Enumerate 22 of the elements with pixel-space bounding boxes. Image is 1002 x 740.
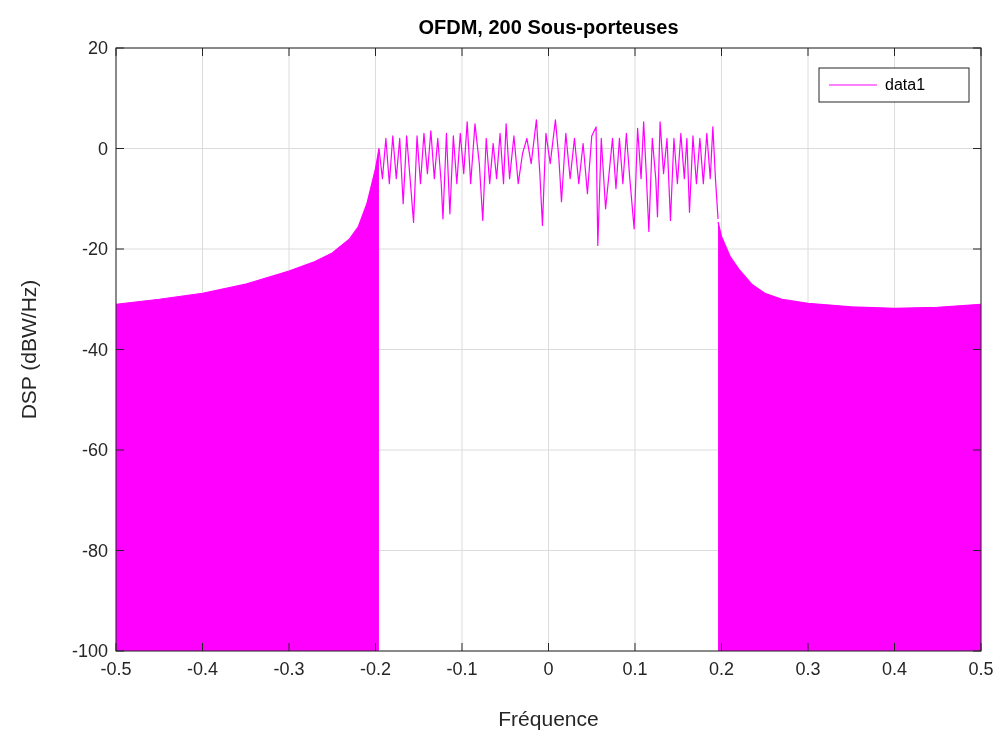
y-tick-label: -20 bbox=[81, 239, 108, 259]
x-tick-label: -0.4 bbox=[186, 659, 219, 679]
x-tick-label: -0.2 bbox=[359, 659, 392, 679]
x-tick-label: -0.5 bbox=[100, 659, 132, 679]
y-tick-label: 20 bbox=[87, 38, 108, 58]
x-tick-label: 0.1 bbox=[622, 659, 648, 679]
x-tick-label: -0.3 bbox=[273, 659, 305, 679]
y-tick-label: 0 bbox=[97, 138, 108, 159]
y-tick-label: -40 bbox=[81, 339, 108, 360]
legend-label: data1 bbox=[885, 76, 926, 93]
x-tick-label: 0.2 bbox=[708, 659, 735, 679]
x-tick-label: -0.1 bbox=[446, 659, 478, 679]
y-tick-label: -60 bbox=[81, 440, 108, 460]
x-axis-title: Fréquence bbox=[498, 707, 599, 730]
x-tick-label: 0 bbox=[543, 659, 554, 679]
chart-title: OFDM, 200 Sous-porteuses bbox=[418, 16, 679, 38]
x-tick-label: 0.3 bbox=[795, 659, 821, 679]
x-tick-label: 0.4 bbox=[881, 659, 908, 679]
x-tick-label: 0.5 bbox=[968, 659, 994, 679]
y-tick-label: -80 bbox=[81, 540, 108, 561]
y-axis-title: DSP (dBW/Hz) bbox=[17, 279, 40, 420]
y-tick-label: -100 bbox=[71, 641, 108, 661]
